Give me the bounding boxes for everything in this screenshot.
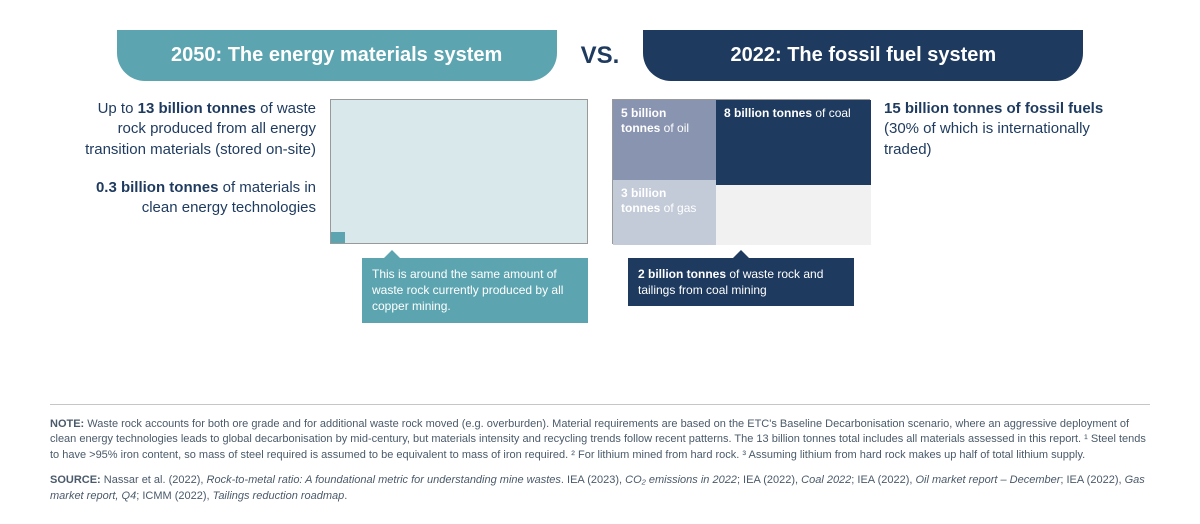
treemap-cell: 5 billion tonnes of oil: [613, 100, 716, 180]
callout-pointer-icon: [733, 250, 749, 258]
left-chart-column: This is around the same amount of waste …: [330, 99, 588, 323]
header-pill-2022: 2022: The fossil fuel system: [643, 30, 1083, 81]
source-fragment: Nassar et al. (2022),: [101, 474, 207, 486]
header-row: 2050: The energy materials system VS. 20…: [0, 0, 1200, 81]
source-italic: Coal 2022: [801, 474, 851, 486]
left-text-clean-materials: 0.3 billion tonnes of materials in clean…: [76, 178, 316, 219]
right-text-summary: 15 billion tonnes of fossil fuels (30% o…: [884, 99, 1124, 160]
content-row: Up to 13 billion tonnes of waste rock pr…: [0, 81, 1200, 323]
right-text-column: 15 billion tonnes of fossil fuels (30% o…: [884, 99, 1124, 323]
panel-2022: 5 billion tonnes of oil8 billion tonnes …: [612, 99, 1150, 323]
source-fragment: ; IEA (2022),: [737, 474, 801, 486]
callout-bold: 2 billion tonnes: [638, 267, 726, 281]
treemap-2050: [330, 99, 588, 244]
clean-materials-marker: [331, 232, 345, 243]
source-italic: Oil market report – December: [916, 474, 1061, 486]
source-label: SOURCE:: [50, 474, 101, 486]
treemap-cell: 8 billion tonnes of coal: [716, 100, 871, 185]
source-italic: CO₂ emissions in 2022: [625, 474, 737, 486]
vs-label: VS.: [581, 42, 620, 70]
footer-note: NOTE: Waste rock accounts for both ore g…: [50, 417, 1150, 463]
footer-source: SOURCE: Nassar et al. (2022), Rock-to-me…: [50, 473, 1150, 504]
text-bold: 15 billion tonnes of fossil fuels: [884, 100, 1103, 117]
source-fragment: .: [344, 490, 347, 502]
left-text-column: Up to 13 billion tonnes of waste rock pr…: [76, 99, 316, 323]
treemap-cell: [716, 185, 871, 245]
source-fragment: . IEA (2023),: [561, 474, 625, 486]
panel-2050: Up to 13 billion tonnes of waste rock pr…: [50, 99, 588, 323]
text-fragment: (30% of which is internationally traded): [884, 120, 1090, 157]
callout-pointer-icon: [384, 250, 400, 258]
header-pill-2050: 2050: The energy materials system: [117, 30, 557, 81]
left-text-waste-rock: Up to 13 billion tonnes of waste rock pr…: [76, 99, 316, 160]
callout-copper-compare: This is around the same amount of waste …: [362, 258, 588, 323]
source-fragment: ; ICMM (2022),: [136, 490, 212, 502]
note-text: Waste rock accounts for both ore grade a…: [50, 418, 1146, 461]
source-fragment: ; IEA (2022),: [1060, 474, 1124, 486]
callout-text: This is around the same amount of waste …: [372, 267, 563, 313]
source-italic: Tailings reduction roadmap: [213, 490, 345, 502]
source-italic: Rock-to-metal ratio: A foundational metr…: [207, 474, 561, 486]
footer: NOTE: Waste rock accounts for both ore g…: [50, 404, 1150, 504]
callout-coal-waste: 2 billion tonnes of waste rock and taili…: [628, 258, 854, 306]
text-bold: 0.3 billion tonnes: [96, 179, 219, 196]
text-bold: 13 billion tonnes: [138, 100, 256, 117]
treemap-2022: 5 billion tonnes of oil8 billion tonnes …: [612, 99, 870, 244]
treemap-cell: 3 billion tonnes of gas: [613, 180, 716, 245]
text-fragment: Up to: [98, 100, 138, 117]
note-label: NOTE:: [50, 418, 84, 430]
right-chart-column: 5 billion tonnes of oil8 billion tonnes …: [612, 99, 870, 323]
source-fragment: ; IEA (2022),: [851, 474, 915, 486]
